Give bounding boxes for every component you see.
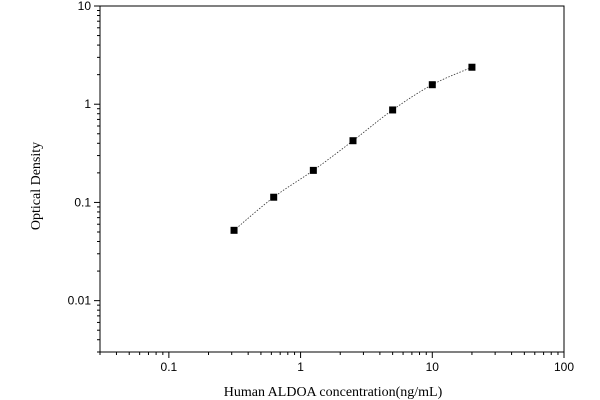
plot-border: [99, 5, 565, 353]
data-point: [349, 137, 357, 145]
y-axis-title: Optical Density: [29, 142, 44, 230]
x-tick-label: 100: [554, 360, 574, 374]
data-point: [389, 106, 397, 114]
y-tick-label: 1: [84, 97, 91, 111]
data-points: [230, 63, 476, 234]
data-point: [428, 81, 436, 89]
y-axis: 0.01 0.1 1 10: [68, 0, 100, 353]
plot-frame: [99, 5, 565, 353]
y-tick-label: 0.01: [68, 294, 92, 308]
y-tick-label: 10: [78, 0, 92, 13]
data-point: [309, 166, 317, 174]
x-tick-label: 0.1: [161, 360, 178, 374]
data-point: [230, 226, 238, 234]
x-axis: 0.1 1 10 100: [99, 352, 574, 374]
x-tick-label: 10: [426, 360, 440, 374]
x-tick-label: 1: [297, 360, 304, 374]
fit-curve: [233, 66, 473, 231]
fit-line: [233, 66, 473, 231]
data-point: [270, 193, 278, 201]
data-point: [468, 63, 476, 71]
y-tick-label: 0.1: [74, 195, 91, 209]
x-axis-title: Human ALDOA concentration(ng/mL): [224, 385, 443, 400]
